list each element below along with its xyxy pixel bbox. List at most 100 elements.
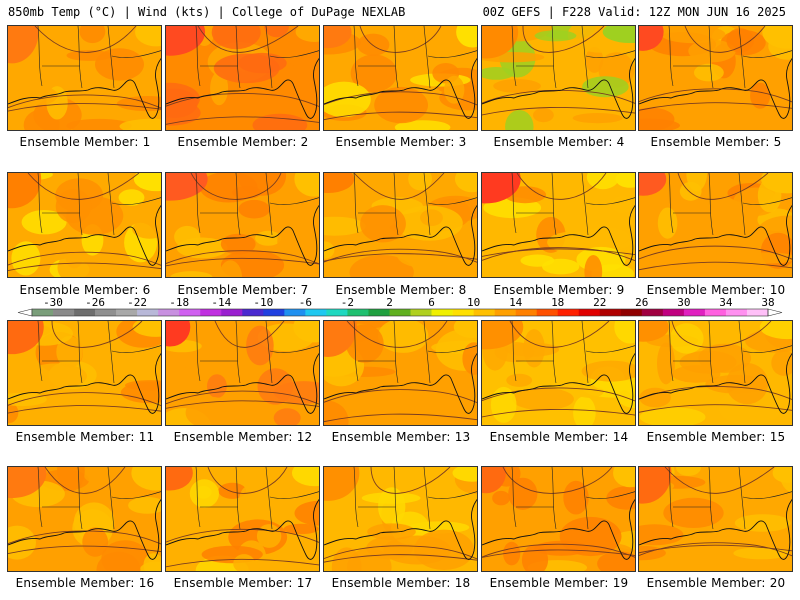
temperature-blob bbox=[360, 205, 406, 243]
coastline bbox=[482, 57, 635, 119]
contour-line bbox=[639, 404, 792, 413]
temperature-blob bbox=[119, 118, 161, 130]
colorbar-outline bbox=[31, 308, 769, 317]
temperature-blob bbox=[36, 26, 77, 37]
temperature-blob bbox=[482, 67, 515, 80]
hot-region bbox=[166, 321, 191, 347]
colorbar-tick-label: -26 bbox=[85, 297, 105, 309]
ensemble-member-label: Ensemble Member: 10 bbox=[646, 283, 786, 297]
temperature-blob bbox=[21, 210, 67, 235]
colorbar-tick-label: -22 bbox=[127, 297, 147, 309]
cool-region bbox=[132, 321, 161, 337]
colorbar-tick-label: 30 bbox=[677, 297, 690, 309]
temperature-blob bbox=[363, 394, 381, 413]
temperature-blob bbox=[55, 188, 92, 224]
temperature-blob bbox=[220, 233, 256, 255]
temperature-blob bbox=[56, 336, 83, 368]
coastline bbox=[166, 204, 319, 266]
temperature-blob bbox=[417, 412, 477, 425]
contour-line bbox=[482, 89, 635, 104]
contour-line bbox=[8, 251, 161, 266]
ensemble-panel-6 bbox=[7, 172, 162, 278]
contour-line bbox=[482, 543, 635, 558]
temperature-blob bbox=[663, 497, 724, 528]
temperature-blob bbox=[96, 551, 141, 571]
colorbar-swatch bbox=[305, 309, 327, 316]
temperature-blob bbox=[644, 261, 662, 277]
temperature-blob bbox=[210, 71, 229, 106]
cool-region bbox=[613, 467, 635, 488]
ensemble-panel-18 bbox=[323, 466, 478, 572]
temperature-blob bbox=[132, 219, 161, 239]
coastline bbox=[639, 352, 792, 414]
state-borders bbox=[668, 26, 792, 89]
temperature-blob bbox=[665, 247, 683, 265]
temperature-blob bbox=[512, 387, 574, 411]
coastline bbox=[8, 57, 161, 119]
temperature-map bbox=[324, 173, 477, 277]
cool-region bbox=[291, 467, 319, 487]
ensemble-member-label: Ensemble Member: 15 bbox=[646, 430, 786, 444]
temperature-blob bbox=[359, 173, 423, 185]
cool-region bbox=[759, 321, 792, 340]
temperature-blob bbox=[256, 524, 282, 548]
cool-region bbox=[295, 26, 319, 42]
temperature-map bbox=[166, 173, 319, 277]
temperature-blob bbox=[324, 81, 371, 118]
temperature-blob bbox=[715, 472, 744, 496]
temperature-blob bbox=[198, 197, 219, 239]
colorbar-swatch bbox=[221, 309, 243, 316]
temperature-blob bbox=[238, 486, 258, 521]
ensemble-panel-3 bbox=[323, 25, 478, 131]
colorbar-tick-label: -6 bbox=[299, 297, 312, 309]
colorbar-left-arrow bbox=[17, 308, 33, 317]
colorbar-tick-label: 18 bbox=[551, 297, 564, 309]
coastline bbox=[482, 352, 635, 414]
ensemble-panel-16 bbox=[7, 466, 162, 572]
contour-line bbox=[324, 413, 477, 423]
temperature-map bbox=[8, 173, 161, 277]
colorbar-swatch bbox=[578, 309, 601, 316]
temperature-blob bbox=[82, 527, 109, 557]
temperature-blob bbox=[283, 523, 319, 535]
temperature-blob bbox=[639, 524, 684, 546]
temperature-blob bbox=[394, 120, 451, 130]
contour-line bbox=[324, 253, 477, 262]
temperature-blob bbox=[559, 516, 622, 557]
temperature-blob bbox=[508, 477, 538, 510]
colorbar-tick-label: -30 bbox=[43, 297, 63, 309]
ensemble-panel-9 bbox=[481, 172, 636, 278]
temperature-blob bbox=[25, 363, 88, 389]
coastline bbox=[8, 204, 161, 266]
contour-line bbox=[166, 390, 319, 405]
temperature-blob bbox=[669, 323, 704, 354]
temperature-blob bbox=[66, 118, 132, 130]
temperature-map bbox=[8, 26, 161, 130]
temperature-map bbox=[8, 321, 161, 425]
contour-line bbox=[346, 321, 448, 348]
temperature-blob bbox=[131, 397, 161, 425]
temperature-map bbox=[482, 321, 635, 425]
state-borders bbox=[353, 173, 477, 236]
temperature-map bbox=[324, 26, 477, 130]
ensemble-member-label: Ensemble Member: 9 bbox=[493, 283, 625, 297]
coastline bbox=[324, 204, 477, 266]
contour-line bbox=[8, 392, 161, 407]
state-borders bbox=[37, 467, 161, 530]
temperature-blob bbox=[750, 82, 771, 109]
cool-region bbox=[135, 26, 161, 47]
contour-line bbox=[166, 400, 319, 409]
temperature-blob bbox=[57, 467, 85, 492]
coastline bbox=[8, 352, 161, 414]
temperature-blob bbox=[676, 467, 701, 476]
temperature-map bbox=[482, 467, 635, 571]
temperature-blob bbox=[462, 342, 477, 375]
temperature-blob bbox=[264, 26, 289, 38]
cool-region bbox=[615, 173, 635, 188]
temperature-blob bbox=[218, 260, 243, 277]
colorbar-tick-label: 14 bbox=[509, 297, 523, 309]
temperature-blob bbox=[733, 252, 792, 264]
temperature-blob bbox=[575, 384, 604, 398]
temperature-blob bbox=[166, 100, 201, 126]
colorbar-tick-label: 22 bbox=[593, 297, 606, 309]
